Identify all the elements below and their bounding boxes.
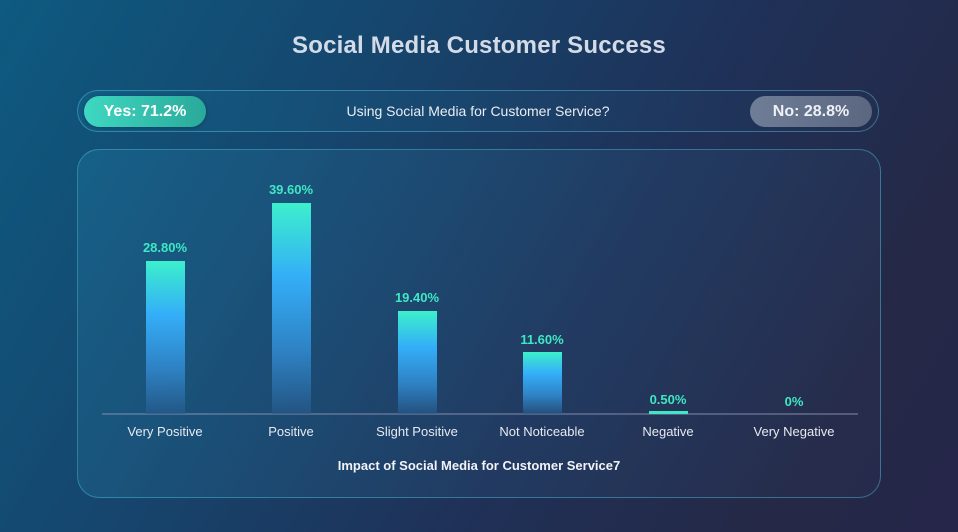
x-axis-title: Impact of Social Media for Customer Serv…: [337, 458, 621, 473]
bar-very-positive: [146, 261, 185, 414]
bar-group-very-positive: 28.80% Very Positive: [102, 150, 228, 499]
bar-value-label: 28.80%: [142, 240, 188, 255]
category-label: Negative: [642, 424, 694, 439]
bar-slight-positive: [398, 311, 437, 414]
no-badge: No: 28.8%: [750, 96, 872, 127]
bar-value-label: 0%: [784, 394, 804, 409]
category-label: Not Noticeable: [499, 424, 585, 439]
bar-value-label: 39.60%: [268, 182, 314, 197]
bar-group-not-noticeable: 11.60% Not Noticeable: [479, 150, 605, 499]
bar-group-slight-positive: 19.40% Slight Positive: [354, 150, 480, 499]
category-label: Very Negative: [753, 424, 835, 439]
bar-group-negative: 0.50% Negative: [605, 150, 731, 499]
bar-not-noticeable: [523, 352, 562, 414]
bar-group-very-negative: 0% Very Negative: [731, 150, 857, 499]
bar-value-label: 0.50%: [649, 392, 687, 407]
bar-value-label: 19.40%: [394, 290, 440, 305]
chart-card: 28.80% Very Positive 39.60% Positive 19.…: [77, 149, 881, 498]
category-label: Very Positive: [127, 424, 203, 439]
category-label: Positive: [268, 424, 314, 439]
bar-positive: [272, 203, 311, 414]
bar-negative: [649, 411, 688, 414]
category-label: Slight Positive: [376, 424, 458, 439]
bar-group-positive: 39.60% Positive: [228, 150, 354, 499]
summary-question: Using Social Media for Customer Service?: [346, 103, 610, 119]
summary-bar: Yes: 71.2% Using Social Media for Custom…: [77, 90, 879, 132]
page-title: Social Media Customer Success: [292, 32, 666, 59]
yes-badge: Yes: 71.2%: [84, 96, 206, 127]
bar-value-label: 11.60%: [520, 332, 564, 347]
x-axis-line: [102, 413, 858, 415]
